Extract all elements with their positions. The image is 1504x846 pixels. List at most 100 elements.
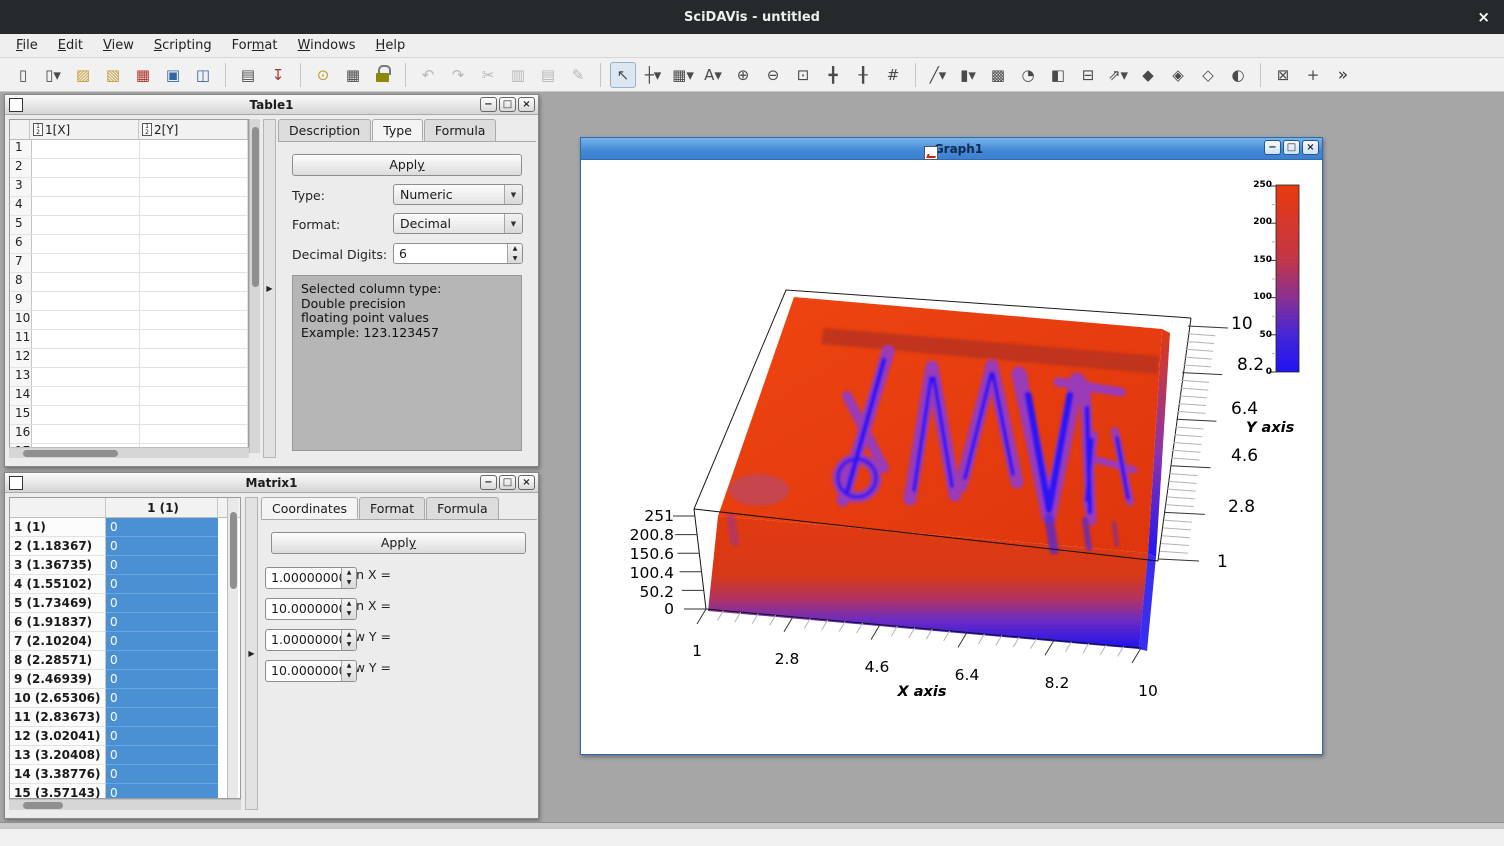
table-cell[interactable]: [32, 425, 140, 443]
matrix-cell[interactable]: 0: [106, 537, 218, 556]
matrix-row-header[interactable]: 14 (3.38776): [10, 765, 106, 784]
data-reader-icon[interactable]: ╋: [828, 65, 838, 84]
paste-icon[interactable]: ▤: [540, 65, 556, 84]
row-number[interactable]: 7: [10, 254, 32, 272]
row-number[interactable]: 15: [10, 406, 32, 424]
apply-button[interactable]: Apply: [271, 532, 526, 554]
minimize-button[interactable]: −: [480, 97, 497, 112]
graph1-titlebar[interactable]: Graph1 − □ ×: [581, 138, 1322, 160]
matrix-row-header[interactable]: 10 (2.65306): [10, 689, 106, 708]
menu-item[interactable]: Scripting: [153, 38, 212, 53]
row-number[interactable]: 5: [10, 216, 32, 234]
table-cell[interactable]: [140, 235, 248, 253]
matrix-cell[interactable]: 0: [106, 727, 218, 746]
table-cell[interactable]: [140, 368, 248, 386]
format-combo[interactable]: Decimal ▼: [393, 213, 523, 234]
table-cell[interactable]: [140, 425, 248, 443]
plot-canvas[interactable]: 251 200.8 150.6 100.4 50.2 0 1 2.8 4.6 6.4 8.2 10 …: [581, 160, 1322, 754]
save-template-icon[interactable]: ◫: [195, 65, 211, 84]
row-number[interactable]: 14: [10, 387, 32, 405]
matrix1-vertical-scrollbar[interactable]: [227, 498, 238, 798]
trajectory3d-icon[interactable]: ◐: [1231, 65, 1245, 84]
table-cell[interactable]: [140, 140, 248, 158]
table-cell[interactable]: [32, 387, 140, 405]
table-cell[interactable]: [32, 178, 140, 196]
export-pdf-icon[interactable]: ↧: [271, 65, 285, 84]
matrix-row-header[interactable]: 13 (3.20408): [10, 746, 106, 765]
app-close-icon[interactable]: ×: [1477, 8, 1490, 26]
table-cell[interactable]: [140, 197, 248, 215]
table-cell[interactable]: [32, 368, 140, 386]
table-cell[interactable]: [32, 330, 140, 348]
table-cell[interactable]: [32, 235, 140, 253]
maximize-button[interactable]: □: [499, 97, 516, 112]
menu-item[interactable]: File: [16, 38, 38, 53]
spin-up-icon[interactable]: ▲: [346, 600, 352, 607]
matrix-row-header[interactable]: 6 (1.91837): [10, 613, 106, 632]
spin-up-icon[interactable]: ▲: [346, 662, 352, 669]
close-button[interactable]: ×: [1302, 140, 1319, 155]
row-number[interactable]: 3: [10, 178, 32, 196]
table-cell[interactable]: [32, 159, 140, 177]
row-number[interactable]: 10: [10, 311, 32, 329]
table-cell[interactable]: [32, 140, 140, 158]
spin-down-icon[interactable]: ▼: [346, 610, 352, 617]
panel-tab[interactable]: Format: [359, 497, 426, 519]
table-cell[interactable]: [32, 311, 140, 329]
maximize-button[interactable]: □: [499, 475, 516, 490]
matrix-cell[interactable]: 0: [106, 670, 218, 689]
cut-icon[interactable]: ✂: [481, 65, 495, 84]
table-cell[interactable]: [32, 292, 140, 310]
image-plot-icon[interactable]: ▩: [990, 65, 1006, 84]
table1-vertical-scrollbar[interactable]: [249, 119, 260, 453]
type-combo[interactable]: Numeric ▼: [393, 184, 523, 205]
apply-button[interactable]: Apply: [292, 154, 522, 176]
matrix-cell[interactable]: 0: [106, 575, 218, 594]
table-cell[interactable]: [140, 311, 248, 329]
add-column-icon[interactable]: +: [1306, 65, 1320, 84]
row-number[interactable]: 1: [10, 140, 32, 158]
matrix-row-header[interactable]: 11 (2.83673): [10, 708, 106, 727]
table-cell[interactable]: [32, 406, 140, 424]
table-cell[interactable]: [140, 349, 248, 367]
line-plot-menu-icon[interactable]: ╱▾: [929, 65, 947, 84]
copy-icon[interactable]: ▥: [510, 65, 526, 84]
table-cell[interactable]: [140, 406, 248, 424]
new-window-menu-icon[interactable]: ▯▾: [45, 65, 61, 84]
matrix-cell[interactable]: 0: [106, 708, 218, 727]
bars3d-plot-icon[interactable]: ◈: [1172, 65, 1184, 84]
coordinate-spinbox[interactable]: 1.00000000 ▲ ▼: [265, 567, 357, 589]
vector-plot-menu-icon[interactable]: ⇗▾: [1107, 65, 1129, 84]
rescale-icon[interactable]: ⊡: [796, 65, 810, 84]
resize-window-icon[interactable]: ⊠: [1276, 65, 1290, 84]
minimize-button[interactable]: −: [1264, 140, 1281, 155]
matrix-row-header[interactable]: 5 (1.73469): [10, 594, 106, 613]
minimize-button[interactable]: −: [480, 475, 497, 490]
matrix1-titlebar[interactable]: Matrix1 − □ ×: [5, 473, 538, 493]
find-icon[interactable]: ⊙: [316, 65, 330, 84]
app-titlebar[interactable]: SciDAVis - untitled ×: [0, 0, 1504, 34]
panel-tab[interactable]: Type: [372, 119, 423, 141]
spin-down-icon[interactable]: ▼: [346, 641, 352, 648]
matrix-cell[interactable]: 0: [106, 746, 218, 765]
table-cell[interactable]: [140, 273, 248, 291]
row-number[interactable]: 12: [10, 349, 32, 367]
table-cell[interactable]: [140, 216, 248, 234]
table-cell[interactable]: [32, 273, 140, 291]
spin-down-icon[interactable]: ▼: [512, 254, 518, 262]
zoom-out-icon[interactable]: ⊖: [766, 65, 780, 84]
matrix-row-header[interactable]: 8 (2.28571): [10, 651, 106, 670]
maximize-button[interactable]: □: [1283, 140, 1300, 155]
panel-tab[interactable]: Formula: [423, 119, 497, 141]
table1-horizontal-scrollbar[interactable]: [9, 447, 249, 458]
table-cell[interactable]: [140, 159, 248, 177]
pie-plot-icon[interactable]: ◔: [1021, 65, 1035, 84]
overflow-icon[interactable]: »: [1337, 64, 1349, 85]
matrix-cell[interactable]: 0: [106, 784, 218, 798]
pointer-icon[interactable]: ↖: [610, 61, 636, 88]
row-number[interactable]: 2: [10, 159, 32, 177]
menu-item[interactable]: Help: [375, 38, 406, 53]
